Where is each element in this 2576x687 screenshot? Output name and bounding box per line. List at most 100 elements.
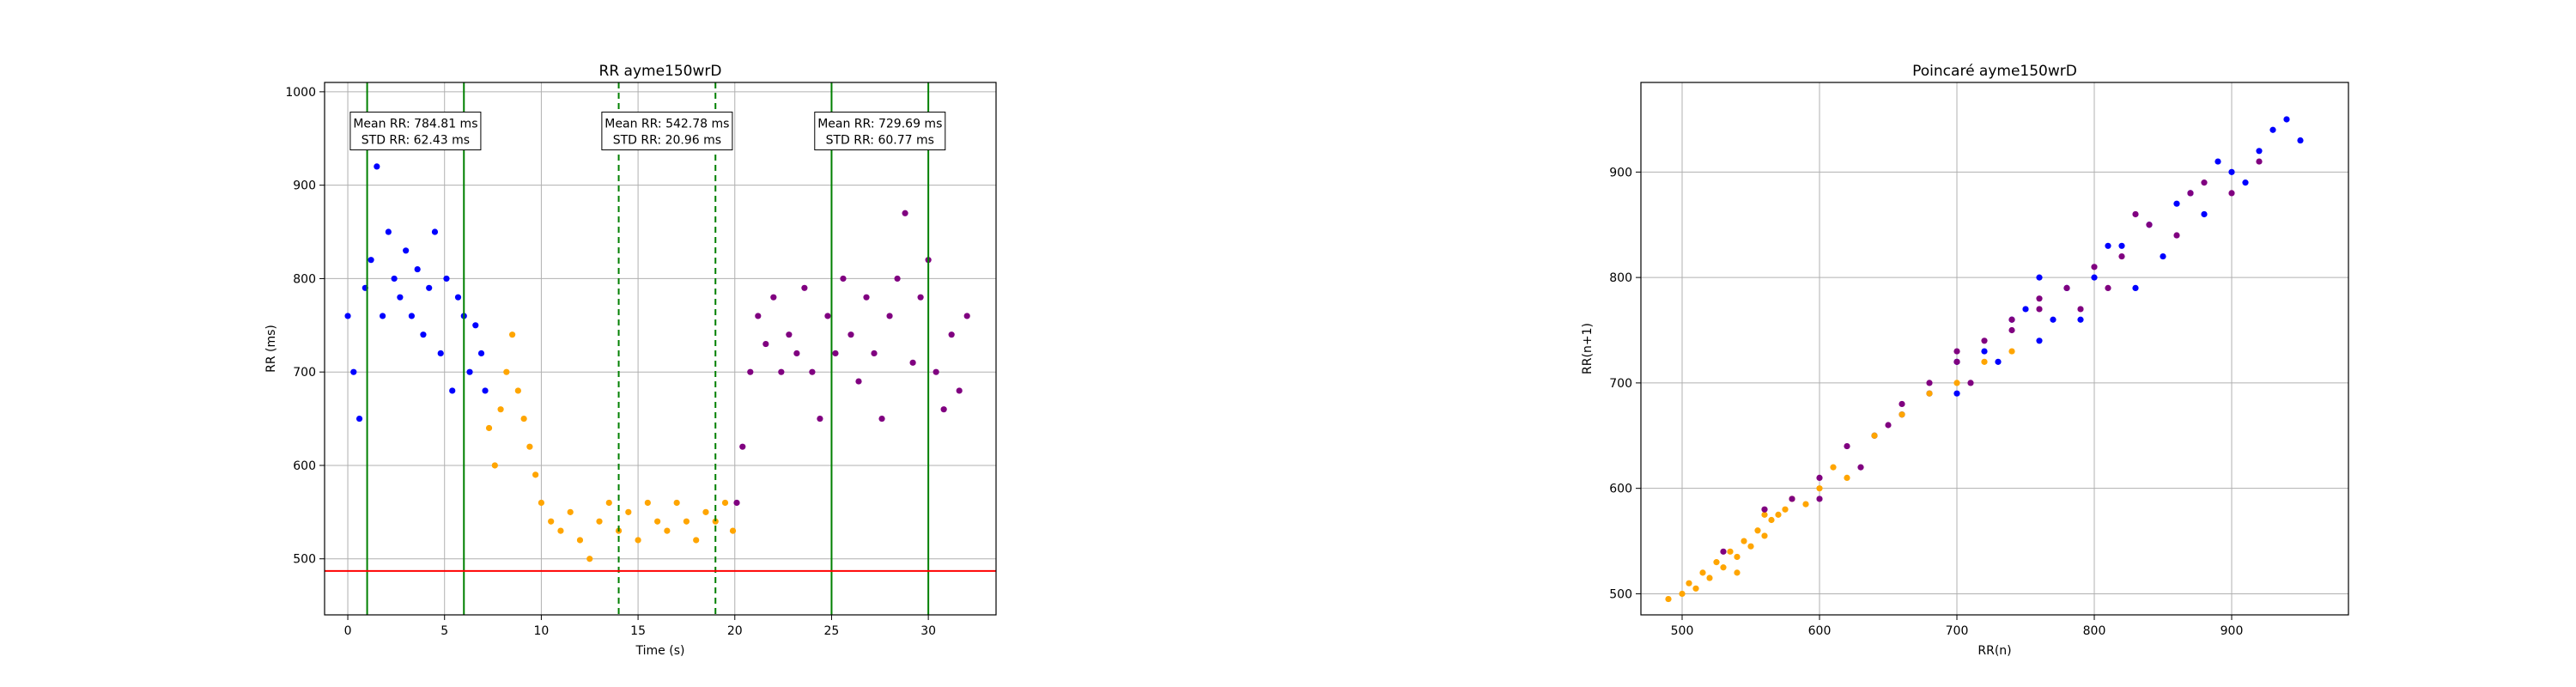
data-point	[664, 527, 671, 534]
data-point	[1761, 506, 1768, 513]
data-point	[2077, 306, 2084, 313]
data-point	[2036, 295, 2043, 302]
data-point	[1981, 348, 1988, 355]
data-point	[747, 368, 754, 375]
data-point	[2008, 348, 2015, 355]
series-1	[485, 331, 737, 562]
data-point	[344, 313, 351, 319]
data-point	[1816, 474, 1823, 481]
data-point	[1727, 548, 1734, 555]
data-point	[729, 527, 737, 534]
data-point	[2146, 222, 2153, 228]
data-point	[1775, 511, 1782, 518]
series-0	[344, 163, 489, 423]
data-point	[909, 359, 916, 366]
data-point	[2228, 168, 2235, 175]
data-point	[644, 499, 651, 507]
data-point	[762, 340, 769, 348]
data-point	[739, 443, 746, 450]
data-point	[485, 424, 493, 432]
data-point	[886, 313, 893, 319]
data-point	[503, 368, 510, 375]
data-point	[355, 415, 363, 423]
y-tick-label: 900	[293, 179, 316, 193]
data-point	[733, 499, 740, 507]
data-point	[654, 518, 661, 525]
data-point	[526, 443, 533, 450]
data-point	[437, 350, 444, 357]
data-point	[2036, 306, 2043, 313]
data-point	[817, 415, 823, 423]
data-point	[1953, 390, 1960, 397]
data-point	[1706, 575, 1713, 581]
data-point	[2008, 326, 2015, 334]
data-point	[567, 508, 574, 515]
data-point	[933, 368, 939, 375]
data-point	[824, 313, 831, 319]
data-point	[538, 499, 545, 507]
axes-frame	[324, 82, 997, 616]
data-point	[2091, 274, 2098, 281]
data-point	[801, 284, 808, 291]
data-point	[2008, 316, 2015, 323]
data-point	[1686, 580, 1692, 587]
data-point	[380, 313, 386, 319]
stat-box	[349, 112, 482, 151]
data-point	[408, 313, 416, 319]
data-point	[917, 294, 924, 301]
data-point	[809, 368, 816, 375]
stat-std-label: STD RR: 60.77 ms	[826, 134, 934, 148]
data-point	[2187, 190, 2194, 197]
data-point	[770, 294, 777, 301]
data-point	[2160, 252, 2166, 260]
data-point	[848, 331, 854, 338]
data-point	[2036, 337, 2043, 344]
data-point	[855, 378, 862, 385]
stat-box	[814, 112, 946, 151]
data-point	[605, 499, 612, 507]
data-point	[878, 415, 885, 423]
y-tick-label: 800	[1609, 271, 1632, 285]
data-point	[374, 163, 380, 170]
series-2	[733, 210, 970, 507]
data-point	[596, 518, 603, 525]
data-point	[350, 368, 357, 375]
data-point	[832, 350, 839, 357]
y-tick-label: 700	[1609, 377, 1632, 391]
data-point	[1967, 380, 1974, 386]
data-point	[1741, 538, 1747, 544]
data-point	[2022, 306, 2029, 313]
data-point	[863, 294, 870, 301]
data-point	[397, 294, 404, 301]
data-point	[2091, 264, 2098, 271]
data-point	[894, 275, 901, 283]
stat-mean-label: Mean RR: 784.81 ms	[353, 118, 477, 131]
data-point	[2118, 242, 2125, 249]
data-point	[586, 556, 593, 562]
data-point	[1816, 485, 1823, 492]
x-tick-label: 25	[824, 624, 840, 638]
x-tick-label: 500	[1671, 624, 1694, 638]
data-point	[548, 518, 555, 525]
y-tick-label: 500	[293, 553, 316, 567]
data-point	[902, 210, 908, 216]
data-point	[491, 462, 498, 469]
data-point	[625, 508, 632, 515]
x-tick-label: 30	[920, 624, 936, 638]
chart-title: RR ayme150wrD	[599, 63, 722, 80]
data-point	[368, 257, 374, 264]
y-tick-label: 700	[293, 366, 316, 380]
data-point	[2132, 210, 2139, 218]
poincare-chart: 500 600 700 800 900 500 600 700 800 900 Poincaré a…	[1581, 63, 2349, 658]
y-axis-label: RR(n+1)	[1581, 323, 1595, 374]
data-point	[940, 406, 947, 413]
data-point	[1720, 548, 1727, 555]
data-point	[426, 284, 433, 291]
data-point	[693, 537, 700, 544]
data-point	[1802, 501, 1809, 508]
data-point	[2283, 116, 2290, 123]
data-point	[514, 387, 521, 394]
data-point	[557, 527, 564, 534]
data-point	[2269, 126, 2276, 133]
